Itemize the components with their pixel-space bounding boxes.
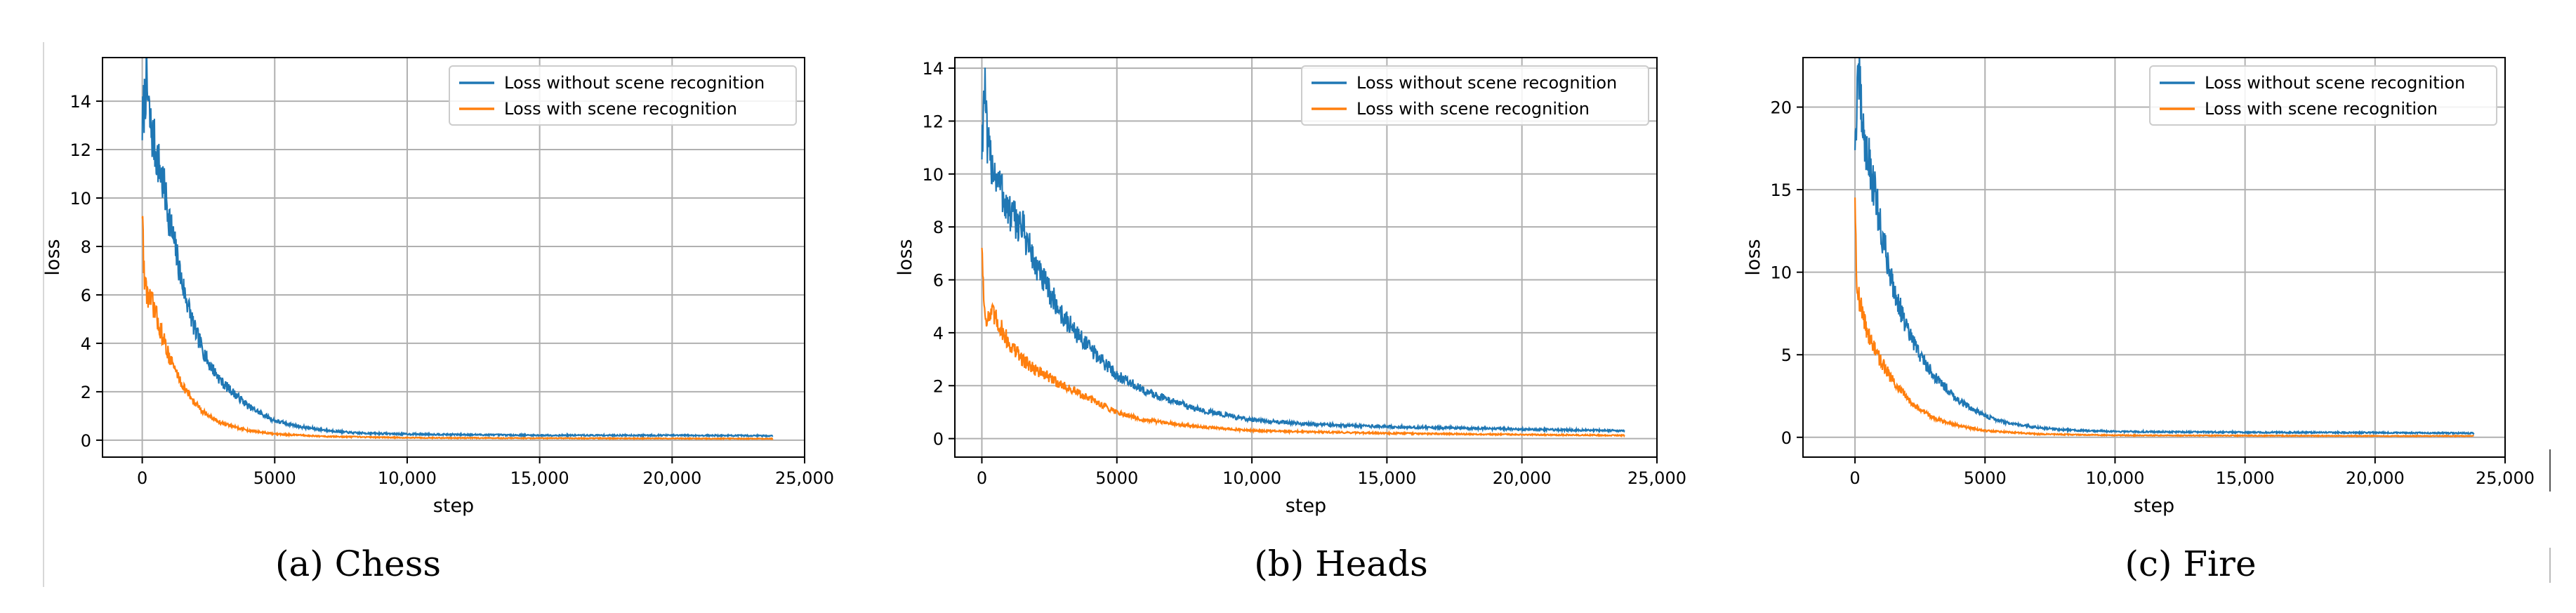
series-line-without-scene-recognition: [141, 58, 774, 439]
legend-label: Loss without scene recognition: [504, 73, 765, 93]
y-tick-label: 14: [70, 92, 91, 112]
y-tick-label: 8: [81, 237, 91, 257]
series-line-without-scene-recognition: [1854, 58, 2475, 436]
x-tick-label: 15,000: [1357, 468, 1416, 488]
x-tick-label: 15,000: [510, 468, 569, 488]
y-tick-label: 2: [81, 383, 91, 402]
legend-label: Loss with scene recognition: [2205, 99, 2438, 119]
x-axis-label: step: [433, 495, 474, 517]
legend: Loss without scene recognition Loss with …: [449, 65, 797, 126]
y-tick-label: 10: [1770, 263, 1792, 283]
x-axis-label: step: [2134, 495, 2174, 517]
y-tick-label: 12: [922, 112, 944, 131]
y-tick-label: 15: [1770, 180, 1792, 200]
x-tick-label: 0: [137, 468, 147, 488]
y-tick-label: 0: [81, 431, 91, 451]
chart-panel-1: 0 5000 10,000 15,000 20,000 25,000 0 2 4 6 8 10 12 14…: [42, 57, 834, 584]
chart-caption: (c) Fire: [2125, 543, 2256, 584]
y-axis-label: loss: [894, 239, 916, 275]
x-tick-label: 15,000: [2216, 468, 2275, 488]
y-tick-label: 6: [81, 286, 91, 305]
legend-label: Loss without scene recognition: [2205, 73, 2465, 93]
chart-panel-3: 0 5000 10,000 15,000 20,000 25,000 0 5 10 15 20 ste…: [1743, 57, 2535, 584]
y-axis-label: loss: [42, 239, 64, 275]
y-tick-label: 8: [933, 218, 944, 237]
x-tick-label: 10,000: [1222, 468, 1281, 488]
plot-frame: [1802, 57, 2506, 458]
x-axis-label: step: [1286, 495, 1326, 517]
y-tick-label: 12: [70, 140, 91, 160]
y-tick-label: 20: [1770, 98, 1792, 118]
series-line-with-scene-recognition: [1854, 197, 2474, 438]
legend-label: Loss with scene recognition: [1356, 99, 1590, 119]
legend-label: Loss with scene recognition: [504, 99, 737, 119]
y-tick-label: 10: [70, 189, 91, 209]
y-tick-label: 6: [933, 271, 944, 291]
x-tick-label: 10,000: [378, 468, 437, 488]
y-tick-label: 5: [1781, 345, 1792, 365]
y-tick-label: 10: [922, 165, 944, 185]
x-tick-label: 25,000: [1627, 468, 1686, 488]
y-tick-label: 4: [81, 334, 91, 354]
legend: Loss without scene recognition Loss with …: [2149, 65, 2497, 126]
y-tick-label: 0: [933, 430, 944, 449]
series-line-without-scene-recognition: [981, 67, 1625, 434]
x-tick-label: 25,000: [2476, 468, 2535, 488]
plot-frame: [954, 57, 1658, 458]
y-tick-label: 4: [933, 324, 944, 343]
y-axis-label: loss: [1743, 239, 1764, 275]
x-tick-label: 20,000: [1493, 468, 1552, 488]
y-tick-label: 2: [933, 376, 944, 396]
x-tick-label: 10,000: [2085, 468, 2144, 488]
y-tick-label: 14: [922, 59, 944, 79]
x-tick-label: 5000: [1964, 468, 2007, 488]
x-tick-label: 5000: [253, 468, 296, 488]
series-line-with-scene-recognition: [981, 247, 1625, 438]
x-tick-label: 5000: [1095, 468, 1138, 488]
legend-label: Loss without scene recognition: [1356, 73, 1617, 93]
chart-caption: (a) Chess: [275, 543, 441, 584]
x-tick-label: 0: [1849, 468, 1860, 488]
x-tick-label: 25,000: [775, 468, 834, 488]
series-line-with-scene-recognition: [141, 216, 774, 441]
x-tick-label: 20,000: [642, 468, 701, 488]
y-tick-label: 0: [1781, 428, 1792, 448]
legend: Loss without scene recognition Loss with …: [1301, 65, 1649, 126]
plot-frame: [102, 57, 805, 458]
x-tick-label: 0: [977, 468, 987, 488]
chart-panel-2: 0 5000 10,000 15,000 20,000 25,000 0 2 4 6 8 10 12 14…: [894, 57, 1686, 584]
x-tick-label: 20,000: [2346, 468, 2405, 488]
chart-caption: (b) Heads: [1254, 543, 1428, 584]
